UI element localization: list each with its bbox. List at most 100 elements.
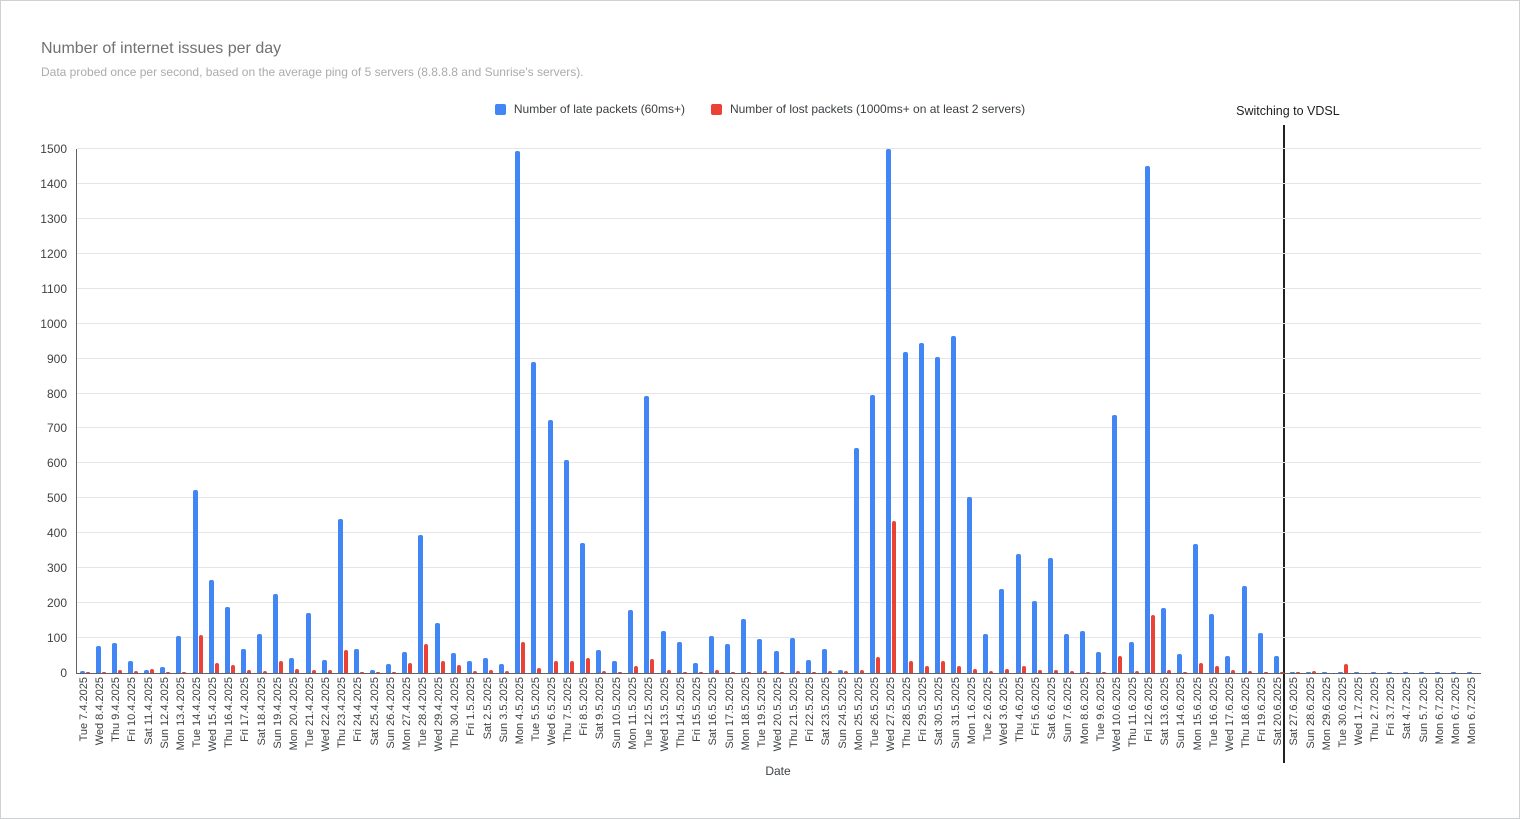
bar-late-packets[interactable] xyxy=(1289,672,1295,673)
bar-late-packets[interactable] xyxy=(1273,655,1279,673)
bar-lost-packets[interactable] xyxy=(263,671,268,673)
bar-lost-packets[interactable] xyxy=(1247,671,1252,673)
bar-late-packets[interactable] xyxy=(370,669,376,673)
bar-late-packets[interactable] xyxy=(1096,652,1102,673)
bar-lost-packets[interactable] xyxy=(892,521,897,673)
bar-late-packets[interactable] xyxy=(757,638,763,673)
bar-late-packets[interactable] xyxy=(1176,653,1182,673)
bar-lost-packets[interactable] xyxy=(440,661,445,673)
bar-late-packets[interactable] xyxy=(934,356,940,673)
bar-late-packets[interactable] xyxy=(160,666,166,673)
bar-late-packets[interactable] xyxy=(1435,672,1441,673)
bar-lost-packets[interactable] xyxy=(1295,671,1300,673)
bar-late-packets[interactable] xyxy=(353,648,359,673)
bar-late-packets[interactable] xyxy=(1209,614,1215,673)
bar-late-packets[interactable] xyxy=(1063,633,1069,673)
bar-late-packets[interactable] xyxy=(305,612,311,673)
bar-lost-packets[interactable] xyxy=(343,650,348,673)
bar-lost-packets[interactable] xyxy=(182,672,187,673)
bar-late-packets[interactable] xyxy=(434,623,440,673)
bar-late-packets[interactable] xyxy=(741,618,747,673)
bar-lost-packets[interactable] xyxy=(1021,666,1026,673)
bar-late-packets[interactable] xyxy=(483,657,489,673)
bar-late-packets[interactable] xyxy=(870,395,876,673)
bar-late-packets[interactable] xyxy=(1193,543,1199,673)
legend-item-late-packets[interactable]: Number of late packets (60ms+) xyxy=(494,102,685,116)
bar-late-packets[interactable] xyxy=(708,635,714,673)
bar-lost-packets[interactable] xyxy=(682,671,687,673)
bar-lost-packets[interactable] xyxy=(1053,669,1058,673)
bar-lost-packets[interactable] xyxy=(166,671,171,673)
bar-lost-packets[interactable] xyxy=(1150,615,1155,673)
bar-late-packets[interactable] xyxy=(450,653,456,673)
bar-late-packets[interactable] xyxy=(1080,631,1086,673)
bar-late-packets[interactable] xyxy=(321,659,327,673)
bar-late-packets[interactable] xyxy=(531,362,537,673)
bar-late-packets[interactable] xyxy=(789,637,795,673)
bar-lost-packets[interactable] xyxy=(295,668,300,673)
bar-late-packets[interactable] xyxy=(466,661,472,673)
bar-lost-packets[interactable] xyxy=(1263,671,1268,673)
bar-late-packets[interactable] xyxy=(176,636,182,673)
bar-lost-packets[interactable] xyxy=(989,671,994,673)
bar-late-packets[interactable] xyxy=(918,342,924,673)
bar-late-packets[interactable] xyxy=(692,662,698,673)
bar-lost-packets[interactable] xyxy=(133,671,138,673)
bar-late-packets[interactable] xyxy=(644,395,650,673)
bar-lost-packets[interactable] xyxy=(811,671,816,673)
bar-lost-packets[interactable] xyxy=(569,660,574,673)
bar-lost-packets[interactable] xyxy=(876,657,881,673)
bar-late-packets[interactable] xyxy=(1015,554,1021,673)
bar-late-packets[interactable] xyxy=(999,589,1005,673)
bar-late-packets[interactable] xyxy=(660,631,666,673)
bar-lost-packets[interactable] xyxy=(198,634,203,673)
bar-late-packets[interactable] xyxy=(1031,601,1037,673)
bar-lost-packets[interactable] xyxy=(973,668,978,673)
bar-late-packets[interactable] xyxy=(1112,414,1118,673)
bar-late-packets[interactable] xyxy=(79,671,85,673)
bar-late-packets[interactable] xyxy=(612,661,618,673)
bar-lost-packets[interactable] xyxy=(763,671,768,673)
bar-lost-packets[interactable] xyxy=(472,671,477,673)
bar-lost-packets[interactable] xyxy=(1069,671,1074,673)
bar-late-packets[interactable] xyxy=(983,633,989,673)
bar-lost-packets[interactable] xyxy=(553,660,558,673)
bar-late-packets[interactable] xyxy=(854,447,860,673)
bar-late-packets[interactable] xyxy=(1402,672,1408,673)
bar-late-packets[interactable] xyxy=(805,660,811,673)
bar-lost-packets[interactable] xyxy=(150,668,155,673)
bar-lost-packets[interactable] xyxy=(666,670,671,673)
bar-late-packets[interactable] xyxy=(95,645,101,673)
bar-lost-packets[interactable] xyxy=(1199,663,1204,673)
bar-lost-packets[interactable] xyxy=(779,671,784,673)
bar-lost-packets[interactable] xyxy=(634,666,639,673)
bar-lost-packets[interactable] xyxy=(585,658,590,673)
bar-lost-packets[interactable] xyxy=(1215,666,1220,673)
bar-lost-packets[interactable] xyxy=(408,663,413,673)
bar-late-packets[interactable] xyxy=(1257,632,1263,673)
bar-late-packets[interactable] xyxy=(595,650,601,673)
bar-late-packets[interactable] xyxy=(1160,608,1166,673)
bar-late-packets[interactable] xyxy=(337,519,343,673)
bar-lost-packets[interactable] xyxy=(279,661,284,673)
bar-late-packets[interactable] xyxy=(676,642,682,673)
bar-late-packets[interactable] xyxy=(821,648,827,673)
bar-lost-packets[interactable] xyxy=(650,659,655,673)
bar-lost-packets[interactable] xyxy=(456,664,461,673)
bar-lost-packets[interactable] xyxy=(1102,671,1107,673)
bar-late-packets[interactable] xyxy=(402,652,408,673)
bar-late-packets[interactable] xyxy=(725,643,731,673)
bar-late-packets[interactable] xyxy=(289,657,295,673)
bar-late-packets[interactable] xyxy=(127,661,133,673)
bar-late-packets[interactable] xyxy=(1306,672,1312,673)
bar-late-packets[interactable] xyxy=(515,150,521,673)
bar-late-packets[interactable] xyxy=(499,663,505,673)
bar-lost-packets[interactable] xyxy=(505,671,510,673)
bar-lost-packets[interactable] xyxy=(1118,655,1123,673)
bar-lost-packets[interactable] xyxy=(1086,671,1091,673)
bar-lost-packets[interactable] xyxy=(376,671,381,673)
bar-late-packets[interactable] xyxy=(1225,655,1231,673)
bar-lost-packets[interactable] xyxy=(940,660,945,673)
bar-late-packets[interactable] xyxy=(111,643,117,673)
bar-late-packets[interactable] xyxy=(773,651,779,673)
